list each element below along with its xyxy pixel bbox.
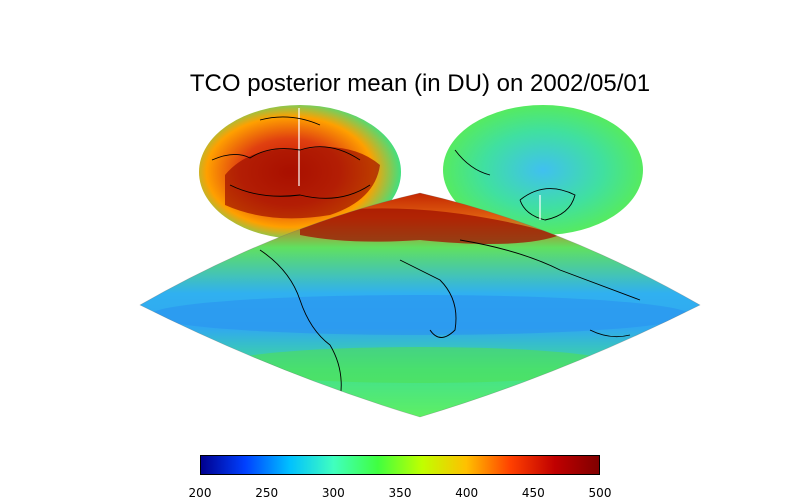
colorbar-tick-label: 250 <box>255 486 279 500</box>
world-map <box>140 193 700 417</box>
colorbar <box>200 455 600 475</box>
map-title: TCO posterior mean (in DU) on 2002/05/01 <box>189 70 651 97</box>
colorbar-gradient <box>200 455 600 475</box>
colorbar-tick-label: 450 <box>521 486 545 500</box>
continent-coastlines <box>259 239 641 401</box>
ozone-high-band <box>300 208 560 244</box>
south-hemisphere-disc <box>443 105 643 235</box>
ozone-green-southern-band <box>220 347 620 383</box>
colorbar-tick-label: 200 <box>188 486 212 500</box>
north-hemisphere-high-region <box>225 147 380 219</box>
world-map-outline <box>139 192 701 418</box>
ozone-low-equatorial-band <box>150 295 690 335</box>
colorbar-tick-label: 400 <box>455 486 479 500</box>
south-hemisphere-coastlines <box>454 149 576 221</box>
colorbar-tick-label: 300 <box>321 486 345 500</box>
north-hemisphere-coastlines <box>211 116 371 199</box>
colorbar-tick-label: 350 <box>388 486 412 500</box>
colorbar-tick-label: 500 <box>588 486 612 500</box>
